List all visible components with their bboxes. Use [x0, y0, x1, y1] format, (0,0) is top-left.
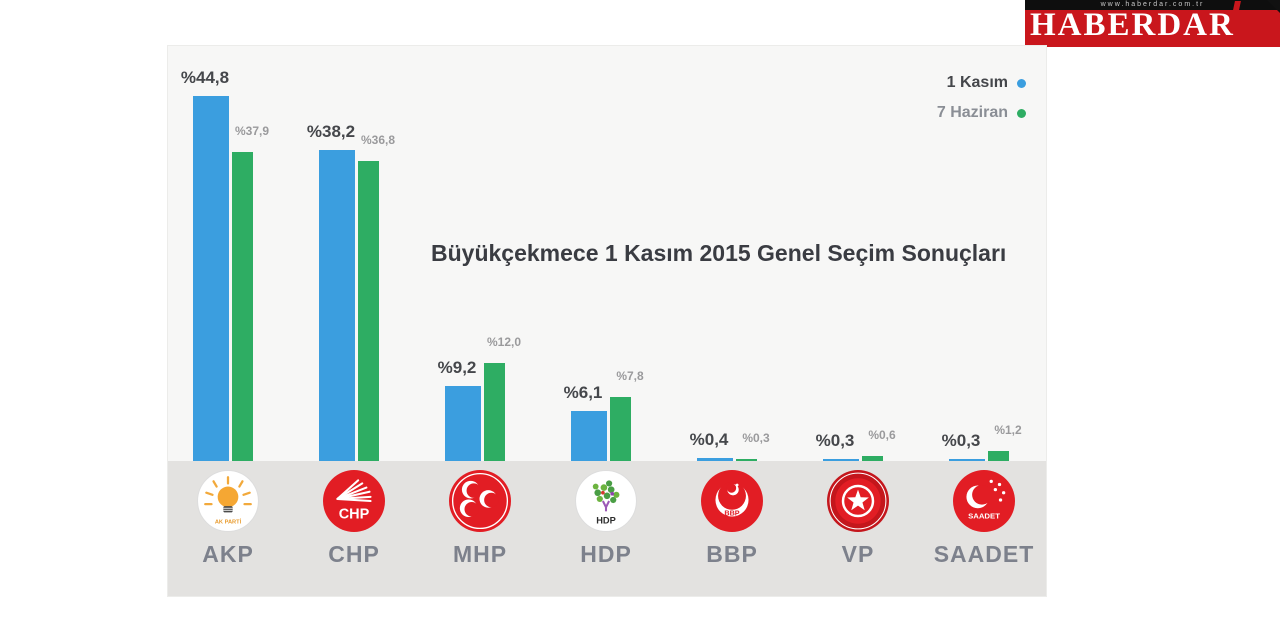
value-label-7haziran-bbp: %0,3 [742, 431, 770, 445]
party-name-akp: AKP [202, 541, 254, 567]
value-label-7haziran-vp: %0,6 [868, 428, 896, 442]
bar-7haziran-bbp[interactable] [736, 459, 757, 461]
value-label-1kasim-saadet: %0,3 [941, 431, 981, 450]
chp-six-arrows-logo-icon: CHP [323, 470, 385, 532]
bar-1kasim-hdp[interactable] [571, 411, 607, 461]
bar-7haziran-vp[interactable] [862, 456, 883, 461]
bar-1kasim-mhp[interactable] [445, 386, 481, 461]
bar-1kasim-akp[interactable] [193, 96, 229, 461]
party-logos-band: AK PARTİ AKP CHP CHP MHP HDP HDP BBP BBP VP [168, 461, 1046, 596]
saadet-crescent-stars-logo-icon: SAADET [953, 470, 1015, 532]
bar-1kasim-bbp[interactable] [697, 458, 733, 461]
svg-text:SAADET: SAADET [968, 512, 1000, 521]
value-label-7haziran-hdp: %7,8 [616, 369, 644, 383]
chart-title: Büyükçekmece 1 Kasım 2015 Genel Seçim So… [431, 240, 1007, 266]
legend-item-7-haziran: 7 Haziran [937, 98, 1026, 128]
party-name-bbp: BBP [706, 541, 758, 567]
legend-dot-blue-icon [1017, 78, 1026, 88]
bar-7haziran-akp[interactable] [232, 152, 253, 461]
hdp-tree-logo-icon: HDP [575, 470, 637, 532]
party-name-chp: CHP [328, 541, 380, 567]
chart-panel: AK PARTİ AKP CHP CHP MHP HDP HDP BBP BBP VP [167, 45, 1047, 597]
plot-area: %44,8 %37,9 %38,2 %36,8 %9,2 %12,0 %6,1 %7,8 %0,… [168, 46, 1046, 596]
party-name-hdp: HDP [580, 541, 632, 567]
site-url: www.haberdar.com.tr [1025, 0, 1280, 10]
legend-label-1-kasim: 1 Kasım [946, 74, 1008, 91]
legend-label-7-haziran: 7 Haziran [936, 104, 1008, 121]
value-label-1kasim-mhp: %9,2 [437, 358, 477, 377]
svg-text:AK PARTİ: AK PARTİ [215, 519, 242, 526]
vp-star-logo-icon [827, 470, 889, 532]
bar-7haziran-saadet[interactable] [988, 451, 1009, 461]
value-label-7haziran-mhp: %12,0 [486, 335, 522, 349]
value-label-1kasim-vp: %0,3 [815, 431, 855, 450]
value-label-7haziran-akp: %37,9 [234, 124, 270, 138]
value-label-1kasim-hdp: %6,1 [563, 383, 603, 402]
mhp-three-crescents-logo-icon [449, 470, 511, 532]
bar-7haziran-mhp[interactable] [484, 363, 505, 461]
value-label-1kasim-chp: %38,2 [306, 122, 356, 141]
bbp-crescent-logo-icon: BBP [701, 470, 763, 532]
chart-legend: 1 Kasım 7 Haziran [937, 68, 1026, 128]
party-name-vp: VP [841, 541, 875, 567]
site-logo-banner[interactable]: www.haberdar.com.tr HABERDAR [1025, 0, 1280, 47]
bar-1kasim-saadet[interactable] [949, 459, 985, 461]
akp-lightbulb-logo-icon: AK PARTİ [197, 470, 259, 532]
legend-dot-green-icon [1017, 108, 1026, 118]
legend-item-1-kasim: 1 Kasım [937, 68, 1026, 98]
bar-1kasim-vp[interactable] [823, 459, 859, 461]
bar-7haziran-chp[interactable] [358, 161, 379, 461]
party-name-saadet: SAADET [933, 541, 1035, 567]
svg-text:BBP: BBP [724, 508, 739, 517]
party-name-mhp: MHP [452, 541, 508, 567]
value-label-1kasim-bbp: %0,4 [689, 430, 729, 449]
value-label-1kasim-akp: %44,8 [180, 68, 230, 87]
svg-text:HDP: HDP [596, 516, 616, 526]
site-brand-wordmark: HABERDAR [1030, 7, 1235, 43]
bar-7haziran-hdp[interactable] [610, 397, 631, 461]
bar-1kasim-chp[interactable] [319, 150, 355, 461]
svg-text:CHP: CHP [339, 507, 370, 523]
value-label-7haziran-saadet: %1,2 [994, 423, 1022, 437]
value-label-7haziran-chp: %36,8 [360, 133, 396, 147]
banner-corner-fold-decoration [1267, 0, 1280, 13]
